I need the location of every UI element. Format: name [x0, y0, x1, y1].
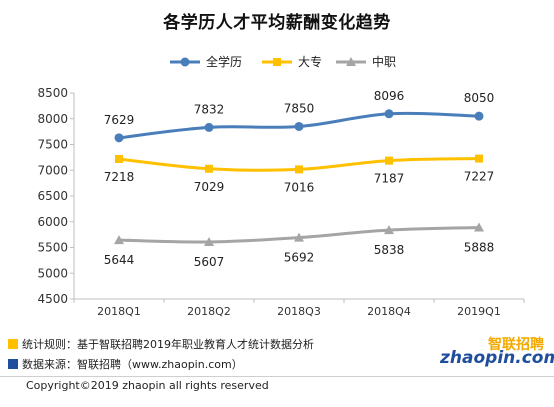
- y-tick-label: 7500: [37, 138, 68, 152]
- data-label: 5644: [104, 253, 135, 267]
- y-tick-label: 4500: [37, 292, 68, 306]
- legend-marker: [180, 57, 190, 67]
- y-tick-label: 6000: [37, 215, 68, 229]
- source-square: [8, 359, 18, 369]
- x-tick-label: 2018Q3: [277, 305, 321, 318]
- copyright-text: Copyright©2019 zhaopin all rights reserv…: [26, 379, 269, 392]
- legend-item: 中职: [336, 54, 396, 69]
- logo-en: zhaopin.com: [440, 348, 554, 368]
- data-label: 7850: [284, 101, 315, 115]
- rule-text: 统计规则：基于智联招聘2019年职业教育人才统计数据分析: [22, 338, 314, 351]
- legend-item: 大专: [262, 54, 322, 69]
- data-label: 5838: [374, 243, 405, 257]
- data-label: 5607: [194, 255, 225, 269]
- data-point: [114, 133, 124, 143]
- source-text: 数据来源：智联招聘（www.zhaopin.com）: [22, 358, 243, 371]
- data-label: 5888: [464, 241, 495, 255]
- data-label: 8050: [464, 91, 495, 105]
- data-label: 5692: [284, 251, 315, 265]
- footer-divider: [0, 376, 554, 377]
- data-point: [385, 156, 393, 165]
- x-tick-label: 2018Q1: [97, 305, 141, 318]
- line-chart: 全学历 大专 中职 4500 5000 5500 6000 6500 7000 7500 8000…: [37, 54, 525, 318]
- y-tick-label: 5000: [37, 266, 68, 280]
- data-point: [384, 109, 394, 119]
- data-point: [475, 154, 483, 163]
- footer-rule: 统计规则：基于智联招聘2019年职业教育人才统计数据分析: [8, 336, 314, 352]
- legend: 全学历 大专 中职: [170, 54, 396, 69]
- data-point: [204, 122, 214, 132]
- data-point: [474, 111, 484, 121]
- data-labels: 7629 7832 7850 8096 8050 7218 7029 7016 7187 7227…: [104, 89, 495, 269]
- y-tick-label: 7000: [37, 163, 68, 177]
- data-point: [294, 232, 304, 242]
- y-tick-label: 6500: [37, 189, 68, 203]
- data-label: 7832: [194, 102, 225, 116]
- data-point: [384, 225, 394, 235]
- logo-zh: 智联招聘: [488, 337, 544, 353]
- legend-marker: [273, 58, 281, 66]
- data-point: [114, 235, 124, 245]
- axes: 4500 5000 5500 6000 6500 7000 7500 8000 8500 2018…: [37, 86, 525, 318]
- data-label: 8096: [374, 89, 405, 103]
- data-label: 7629: [104, 113, 135, 127]
- data-point: [474, 222, 484, 232]
- legend-marker: [346, 57, 356, 66]
- series-group: [114, 109, 484, 246]
- data-point: [115, 155, 123, 164]
- legend-item: 全学历: [170, 54, 242, 69]
- footer-source: 数据来源：智联招聘（www.zhaopin.com）: [8, 356, 243, 372]
- x-tick-label: 2019Q1: [457, 305, 501, 318]
- y-tick-label: 8500: [37, 86, 68, 100]
- rule-square: [8, 339, 18, 349]
- y-tick-label: 5500: [37, 241, 68, 255]
- data-label: 7016: [284, 180, 315, 194]
- legend-label: 大专: [298, 54, 322, 69]
- x-tick-label: 2018Q2: [187, 305, 231, 318]
- data-point: [205, 164, 213, 173]
- chart-title: 各学历人才平均薪酬变化趋势: [163, 13, 391, 33]
- data-label: 7218: [104, 170, 135, 184]
- data-point: [204, 236, 214, 246]
- legend-label: 中职: [372, 54, 396, 69]
- y-tick-label: 8000: [37, 112, 68, 126]
- data-point: [295, 165, 303, 174]
- data-point: [294, 121, 304, 131]
- x-tick-label: 2018Q4: [367, 305, 411, 318]
- data-label: 7227: [464, 170, 495, 184]
- zhaopin-logo: 智联招聘 zhaopin.com: [440, 336, 554, 372]
- data-label: 7029: [194, 180, 225, 194]
- legend-label: 全学历: [206, 54, 242, 69]
- data-label: 7187: [374, 172, 405, 186]
